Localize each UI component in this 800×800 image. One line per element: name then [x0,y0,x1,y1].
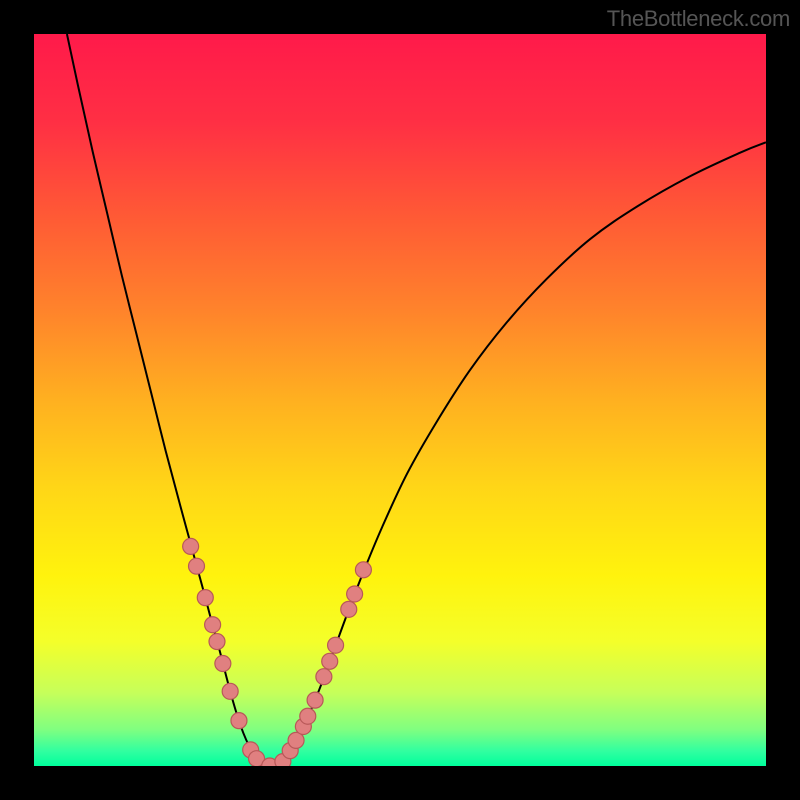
curve-right-branch [270,142,766,766]
data-marker [231,713,247,729]
watermark-text: TheBottleneck.com [607,6,790,32]
data-marker [328,637,344,653]
marker-group [183,538,372,766]
data-marker [307,692,323,708]
data-marker [347,586,363,602]
chart-svg [34,34,766,766]
data-marker [209,634,225,650]
data-marker [197,590,213,606]
data-marker [355,562,371,578]
data-marker [341,601,357,617]
data-marker [322,653,338,669]
chart-outer-frame: TheBottleneck.com [0,0,800,800]
data-marker [189,558,205,574]
plot-area [34,34,766,766]
data-marker [222,683,238,699]
data-marker [215,656,231,672]
data-marker [316,669,332,685]
data-marker [205,617,221,633]
data-marker [183,538,199,554]
data-marker [300,708,316,724]
curve-left-branch [67,34,270,766]
